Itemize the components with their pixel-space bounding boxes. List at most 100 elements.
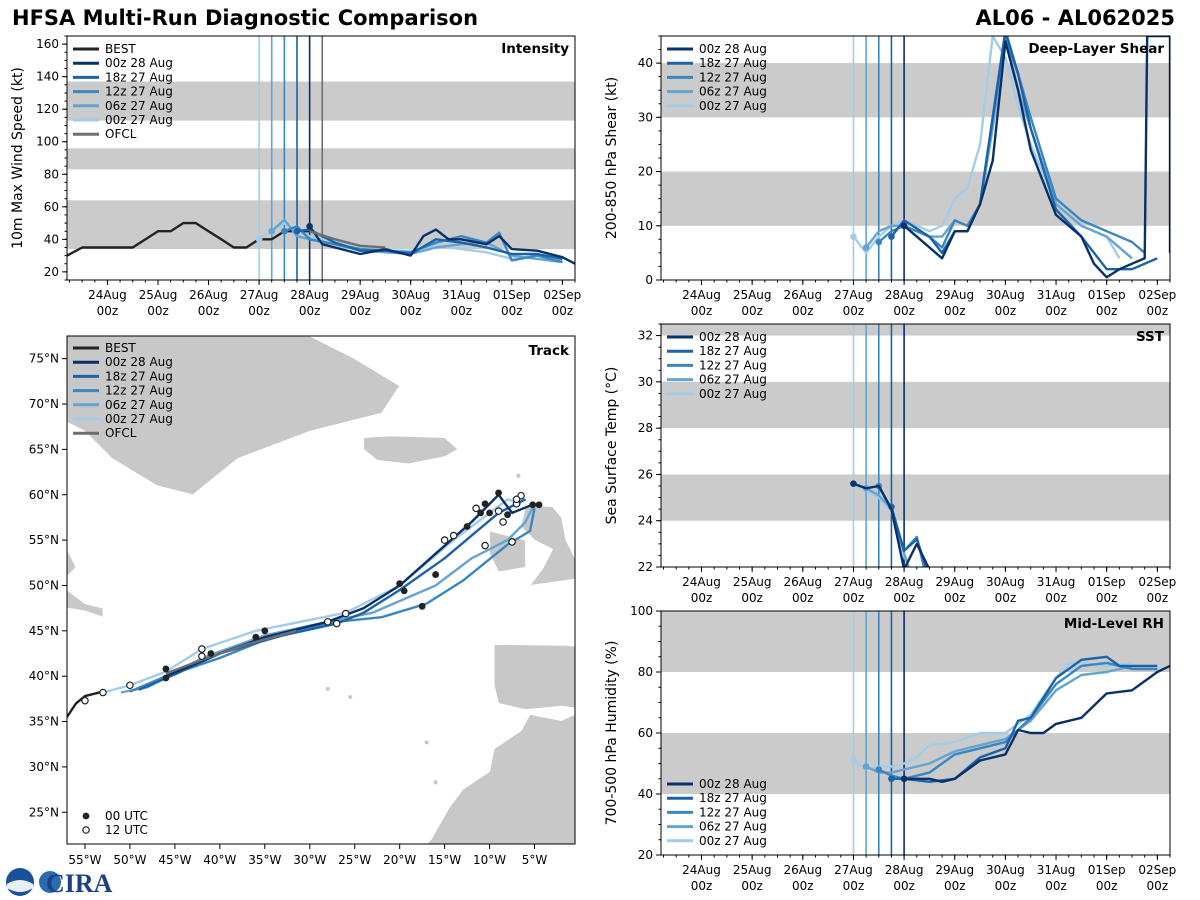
sst-frame bbox=[660, 323, 1171, 568]
intensity-xtick-label: 25Aug bbox=[139, 288, 178, 302]
shear-xtick-label: 25Aug bbox=[733, 288, 772, 302]
shear-xtick-sublabel: 00z bbox=[843, 304, 865, 318]
sst-legend-label: 12z 27 Aug bbox=[699, 358, 767, 372]
track-marker-12utc bbox=[198, 645, 206, 653]
track-legend-label: 06z 27 Aug bbox=[105, 398, 173, 412]
shear-series-start-r12z27 bbox=[875, 238, 883, 246]
shear-xtick-label: 01Sep bbox=[1088, 288, 1126, 302]
island bbox=[424, 740, 429, 745]
rh-xtick-label: 26Aug bbox=[783, 863, 822, 877]
storm-id: AL06 - AL062025 bbox=[975, 6, 1176, 30]
track-xtick-label: 15°W bbox=[428, 853, 461, 867]
sst-xtick-sublabel: 00z bbox=[1045, 591, 1067, 605]
track-marker-00utc bbox=[504, 511, 511, 519]
rh-series-start-r06z27 bbox=[862, 763, 870, 770]
track-legend-label: OFCL bbox=[105, 426, 137, 440]
shear-xtick-sublabel: 00z bbox=[1096, 304, 1118, 318]
shear-xtick-sublabel: 00z bbox=[893, 304, 915, 318]
sst-ytick-label: 30 bbox=[638, 375, 653, 389]
rh-xtick-sublabel: 00z bbox=[843, 879, 865, 893]
rh-legend-label: 12z 27 Aug bbox=[699, 805, 767, 819]
panel-shear: 0 10 20 30 40 24Aug 00z 25Aug 00z 26Aug 00z 27Aug 00… bbox=[604, 35, 1176, 318]
rh-xtick-label: 01Sep bbox=[1088, 863, 1126, 877]
rh-xtick-label: 02Sep bbox=[1138, 863, 1176, 877]
shear-legend-label: 00z 28 Aug bbox=[699, 42, 767, 56]
rh-xtick-sublabel: 00z bbox=[1096, 879, 1118, 893]
track-xtick-label: 25°W bbox=[338, 853, 371, 867]
intensity-xtick-sublabel: 00z bbox=[501, 304, 523, 318]
sst-ytick-label: 28 bbox=[638, 421, 653, 435]
rh-ytick-label: 60 bbox=[638, 726, 653, 740]
intensity-xtick-sublabel: 00z bbox=[198, 304, 220, 318]
sst-threshold-band bbox=[661, 474, 1170, 521]
sst-xtick-label: 30Aug bbox=[986, 575, 1025, 589]
intensity-legend-label: OFCL bbox=[105, 127, 137, 141]
shear-legend-label: 00z 27 Aug bbox=[699, 99, 767, 113]
intensity-series-start-r18z27 bbox=[293, 227, 301, 235]
track-title: Track bbox=[529, 343, 570, 359]
sst-xtick-sublabel: 00z bbox=[741, 591, 763, 605]
shear-legend-label: 18z 27 Aug bbox=[699, 56, 767, 70]
rh-ylabel: 700-500 hPa Humidity (%) bbox=[604, 641, 620, 826]
track-xtick-label: 5°W bbox=[522, 853, 548, 867]
island bbox=[325, 686, 330, 691]
rh-xtick-label: 29Aug bbox=[935, 863, 974, 877]
rh-xtick-sublabel: 00z bbox=[792, 879, 814, 893]
intensity-legend-label: 00z 28 Aug bbox=[105, 56, 173, 70]
track-marker-00utc bbox=[162, 665, 170, 673]
rh-xtick-label: 28Aug bbox=[885, 863, 924, 877]
rh-xtick-label: 31Aug bbox=[1037, 863, 1076, 877]
rh-legend-label: 18z 27 Aug bbox=[699, 791, 767, 805]
track-xtick-label: 55°W bbox=[68, 853, 101, 867]
shear-xtick-label: 26Aug bbox=[783, 288, 822, 302]
intensity-legend-label: 00z 27 Aug bbox=[105, 113, 173, 127]
rh-ytick-label: 80 bbox=[638, 665, 653, 679]
intensity-xtick-sublabel: 00z bbox=[248, 304, 270, 318]
cira-wordmark: CIRA bbox=[46, 869, 113, 898]
land-mass bbox=[520, 505, 575, 587]
track-marker-00utc bbox=[207, 650, 215, 657]
track-marker-00utc bbox=[535, 501, 543, 509]
shear-title: Deep-Layer Shear bbox=[1028, 41, 1164, 57]
track-xtick-label: 35°W bbox=[248, 853, 281, 867]
rh-plot-area bbox=[661, 611, 1170, 855]
rh-xtick-label: 24Aug bbox=[682, 863, 721, 877]
shear-ytick-label: 10 bbox=[638, 219, 653, 233]
shear-xtick-label: 27Aug bbox=[834, 288, 873, 302]
track-ytick-label: 50°N bbox=[29, 578, 59, 592]
track-marker-12utc bbox=[512, 495, 521, 504]
rh-xtick-sublabel: 00z bbox=[1045, 879, 1067, 893]
panel-rh: 20 40 60 80 100 24Aug 00z 25Aug 00z 26Aug 00z 27Aug… bbox=[604, 604, 1176, 893]
track-ytick-label: 65°N bbox=[29, 442, 59, 456]
rh-xtick-label: 25Aug bbox=[733, 863, 772, 877]
intensity-title: Intensity bbox=[501, 41, 569, 57]
island bbox=[348, 695, 353, 700]
track-marker-12utc bbox=[323, 617, 332, 626]
land-mass bbox=[426, 713, 575, 844]
track-ytick-label: 60°N bbox=[29, 488, 59, 502]
sst-ylabel: Sea Surface Temp (°C) bbox=[604, 367, 620, 525]
intensity-legend-label: 18z 27 Aug bbox=[105, 70, 173, 84]
track-marker-12utc bbox=[99, 688, 107, 697]
rh-xtick-sublabel: 00z bbox=[944, 879, 966, 893]
rh-xtick-sublabel: 00z bbox=[1147, 879, 1169, 893]
shear-series-start-r00z27 bbox=[850, 233, 857, 240]
shear-series-start-r06z27 bbox=[862, 244, 870, 251]
shear-xtick-sublabel: 00z bbox=[691, 304, 713, 318]
sst-threshold-band bbox=[661, 324, 1170, 336]
sst-legend-label: 06z 27 Aug bbox=[699, 373, 767, 387]
track-marker-00utc bbox=[529, 501, 537, 509]
rh-legend-label: 00z 27 Aug bbox=[699, 834, 767, 848]
track-marker-12utc bbox=[341, 609, 350, 618]
track-ytick-label: 30°N bbox=[29, 760, 59, 774]
intensity-series-BEST bbox=[67, 221, 310, 257]
shear-series-r18z27 bbox=[890, 36, 1158, 271]
intensity-xtick-label: 27Aug bbox=[240, 288, 279, 302]
track-marker-12utc bbox=[198, 652, 206, 661]
track-marker-12utc bbox=[481, 541, 489, 550]
track-marker-12utc bbox=[440, 536, 449, 544]
shear-xtick-sublabel: 00z bbox=[741, 304, 763, 318]
rh-ytick-label: 20 bbox=[638, 848, 653, 862]
sst-threshold-band bbox=[661, 381, 1170, 429]
shear-xtick-label: 24Aug bbox=[682, 288, 721, 302]
